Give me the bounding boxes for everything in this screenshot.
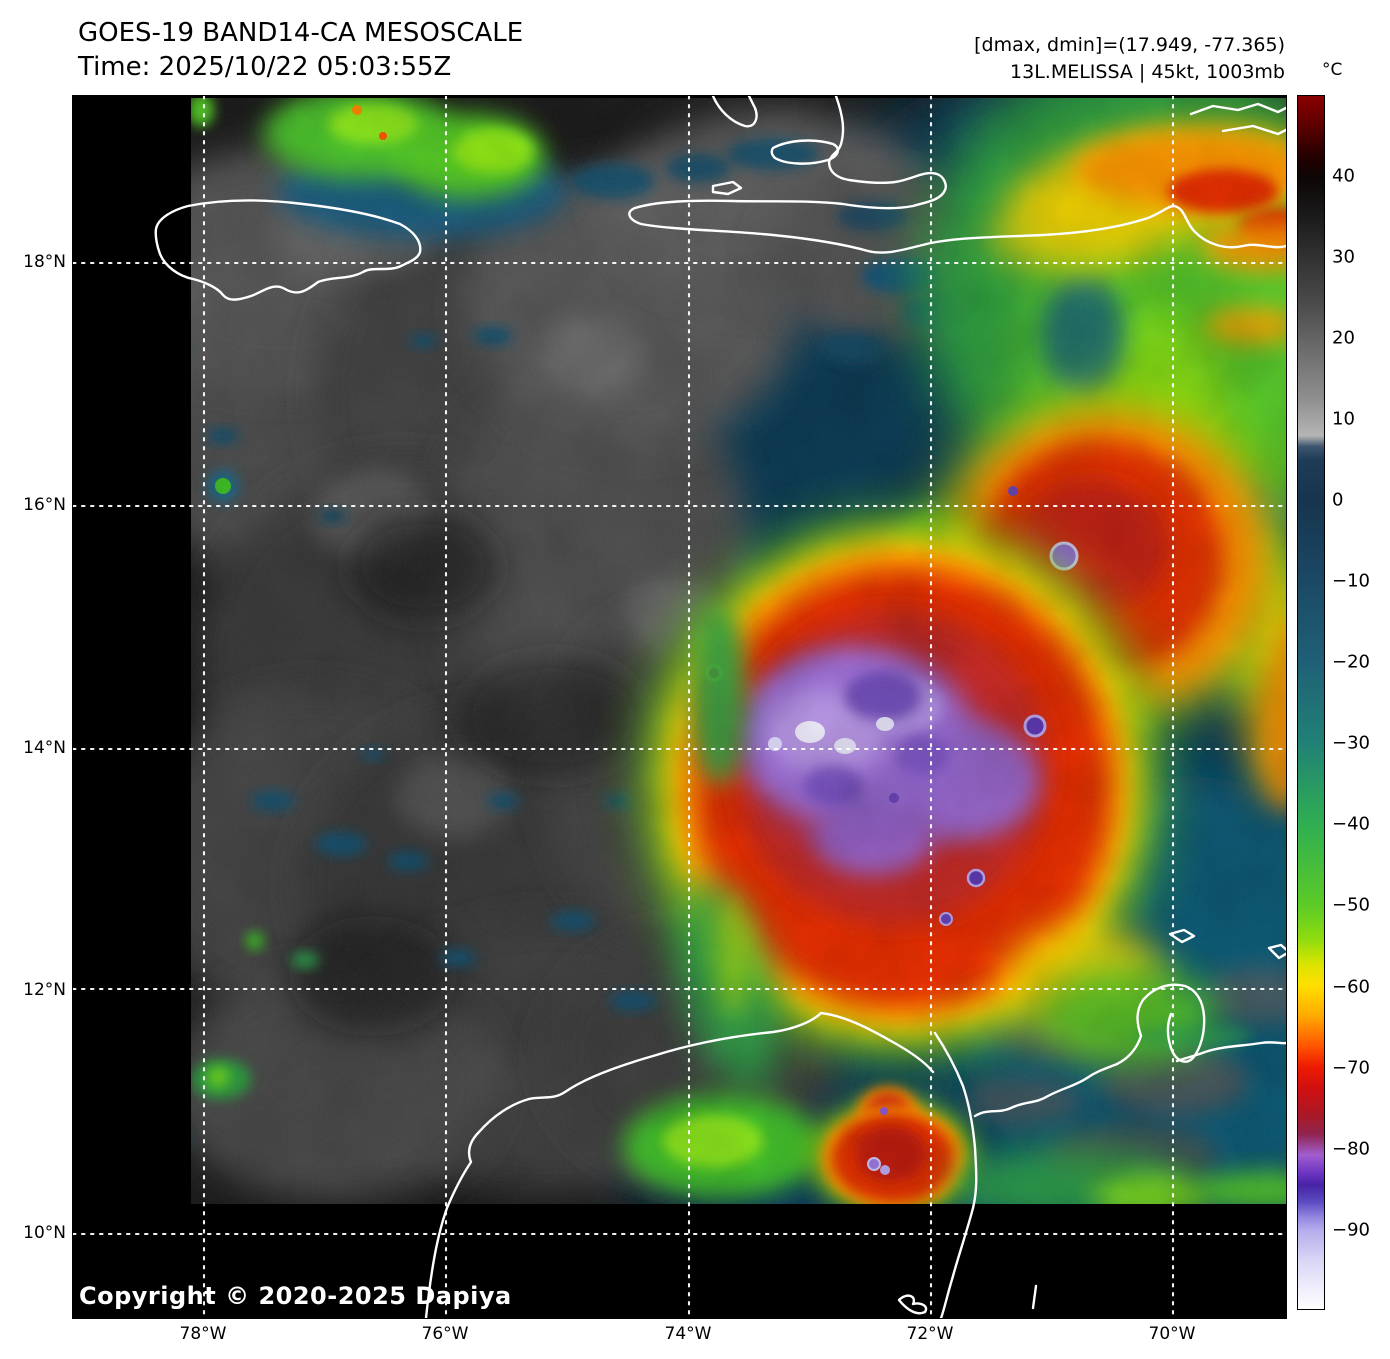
coastline-dr-north [1189, 102, 1286, 116]
colorbar-tick: 10 [1332, 408, 1355, 430]
coastline-guajira [933, 1031, 978, 1318]
dmax-dmin-label: [dmax, dmin]=(17.949, -77.365) [974, 34, 1285, 56]
colorbar-tick: −50 [1332, 894, 1370, 916]
lat-tick: 18°N [23, 252, 66, 272]
gridlines [73, 96, 1286, 1318]
satellite-scene [73, 96, 1286, 1318]
colorbar-tick: −30 [1332, 732, 1370, 754]
colorbar-tick: −70 [1332, 1057, 1370, 1079]
lat-tick: 12°N [23, 980, 66, 1000]
colorbar-tick: 30 [1332, 246, 1355, 268]
colorbar-tick: −40 [1332, 813, 1370, 835]
grain-texture [191, 98, 1286, 1204]
coastlines [154, 96, 1286, 1318]
lat-tick: 10°N [23, 1223, 66, 1243]
colorbar-tick: 20 [1332, 327, 1355, 349]
lon-tick: 74°W [664, 1324, 712, 1344]
copyright-watermark: Copyright © 2020-2025 Dapiya [79, 1282, 512, 1310]
coastline-venezuela [973, 983, 1206, 1118]
page-title: GOES-19 BAND14-CA MESOSCALE [78, 18, 524, 48]
coastline-nw-haiti [711, 96, 758, 128]
temperature-colorbar [1297, 95, 1325, 1310]
coastline-gonave-island [711, 180, 743, 196]
colorbar-tick: −10 [1332, 570, 1370, 592]
timestamp: Time: 2025/10/22 05:03:55Z [78, 52, 452, 82]
lon-tick: 70°W [1148, 1324, 1196, 1344]
colorbar-unit-label: °C [1322, 60, 1343, 80]
lon-tick: 76°W [421, 1324, 469, 1344]
coastline-tortue-island [770, 139, 840, 165]
lon-tick: 72°W [906, 1324, 954, 1344]
colorbar-tick: −60 [1332, 976, 1370, 998]
colorbar-tick: −90 [1332, 1219, 1370, 1241]
annotation-block: [dmax, dmin]=(17.949, -77.365) 13L.MELIS… [974, 32, 1285, 86]
coastline-aruba [1168, 928, 1196, 944]
coastline-curacao [1267, 943, 1286, 960]
coastline-hispaniola [628, 96, 1286, 254]
coastline-colombia [424, 1011, 935, 1318]
ir-imagery [191, 98, 1286, 1204]
colorbar-tick: 40 [1332, 165, 1355, 187]
coastline-jamaica [154, 199, 422, 301]
lat-tick: 16°N [23, 495, 66, 515]
coastline-dr-north-2 [1221, 124, 1286, 136]
lat-tick: 14°N [23, 738, 66, 758]
coastline-maracaibo-2 [1031, 1284, 1038, 1310]
storm-status-label: 13L.MELISSA | 45kt, 1003mb [1010, 61, 1285, 83]
colorbar-tick: 0 [1332, 489, 1344, 511]
colorbar-tick: −80 [1332, 1138, 1370, 1160]
coastline-venezuela-east [1175, 1041, 1286, 1063]
colorbar-tick: −20 [1332, 651, 1370, 673]
satellite-map: Copyright © 2020-2025 Dapiya [72, 95, 1287, 1319]
coastline-maracaibo [897, 1294, 928, 1315]
lon-tick: 78°W [179, 1324, 227, 1344]
